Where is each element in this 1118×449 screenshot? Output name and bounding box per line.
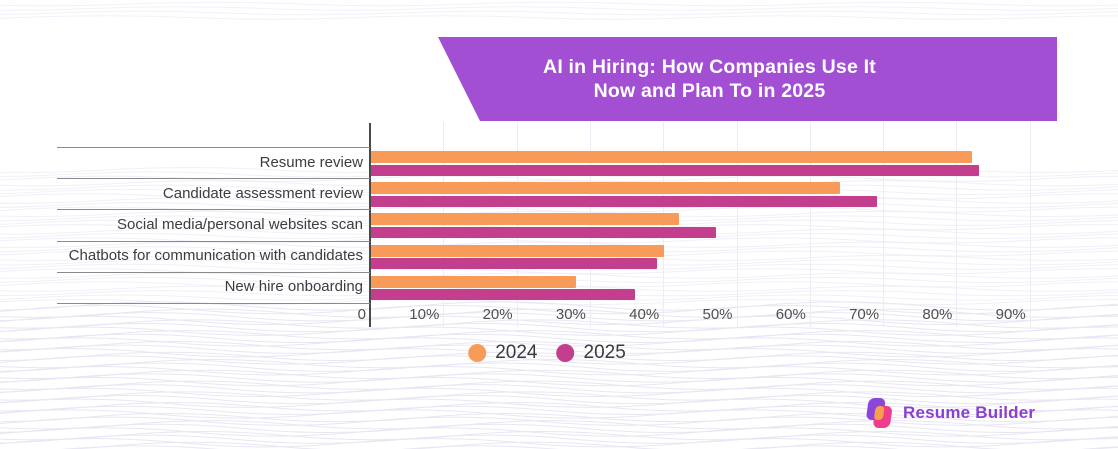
bar-2025-row5 <box>371 289 635 301</box>
category-label: Social media/personal websites scan <box>117 215 363 233</box>
legend-label: 2024 <box>495 342 538 363</box>
x-tick-label-0: 0 <box>357 306 366 323</box>
legend-item-2025: 2025 <box>556 342 626 364</box>
row-separator <box>57 178 370 180</box>
category-label: Candidate assessment review <box>162 184 363 202</box>
row-separator <box>57 209 370 211</box>
gridline-90pct <box>1029 122 1031 327</box>
gridline-80pct <box>956 122 958 327</box>
chart-title-line-1: AI in Hiring: How Companies Use It <box>543 56 876 78</box>
gridline-70pct <box>883 122 885 327</box>
x-tick-label-20pct: 20% <box>482 306 513 323</box>
gridline-50pct <box>736 122 738 327</box>
x-tick-label-90pct: 90% <box>995 306 1026 323</box>
category-label: New hire onboarding <box>224 278 363 296</box>
gridline-60pct <box>809 122 811 327</box>
bar-2025-row4 <box>371 258 657 270</box>
title-banner: AI in Hiring: How Companies Use It Now a… <box>438 37 1057 121</box>
bar-2025-row1 <box>371 164 980 176</box>
row-separator <box>57 303 370 304</box>
chart-legend: 2024 2025 <box>468 342 626 364</box>
legend-label: 2025 <box>583 342 626 363</box>
resume-builder-logo-text: Resume Builder <box>903 403 1036 422</box>
x-tick-label-80pct: 80% <box>922 306 953 323</box>
x-tick-label-40pct: 40% <box>629 306 660 323</box>
bar-2024-row2 <box>371 182 841 195</box>
resume-builder-logo-icon <box>866 398 892 428</box>
legend-item-2024: 2024 <box>468 342 538 364</box>
legend-dot-2024 <box>468 344 487 362</box>
bar-2025-row2 <box>371 195 877 207</box>
chart-title-line-2: Now and Plan To in 2025 <box>593 80 826 102</box>
row-separator <box>57 271 370 273</box>
x-tick-label-70pct: 70% <box>849 306 880 323</box>
bar-2024-row1 <box>371 151 973 163</box>
category-label: Chatbots for communication with candidat… <box>68 247 363 265</box>
category-label: Resume review <box>259 153 363 171</box>
x-tick-label-30pct: 30% <box>555 306 586 323</box>
legend-dot-2025 <box>556 344 575 362</box>
bar-2024-row3 <box>371 213 679 226</box>
row-separator <box>57 240 370 242</box>
row-separator <box>57 147 370 148</box>
y-axis-line <box>369 123 371 327</box>
chart-title: AI in Hiring: How Companies Use It Now a… <box>543 55 876 103</box>
x-tick-label-60pct: 60% <box>775 306 806 323</box>
bar-2024-row4 <box>371 244 665 257</box>
bar-2025-row3 <box>371 226 716 238</box>
bar-2024-row5 <box>371 275 577 288</box>
x-tick-label-50pct: 50% <box>702 306 733 323</box>
x-tick-label-10pct: 10% <box>409 306 440 323</box>
resume-builder-logo: Resume Builder <box>864 397 1035 429</box>
